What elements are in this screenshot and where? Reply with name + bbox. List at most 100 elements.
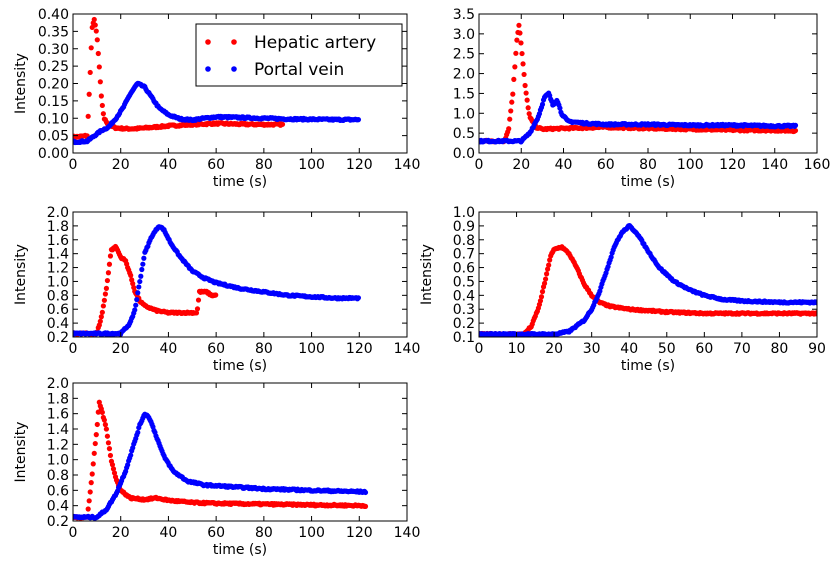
data-point: [85, 506, 91, 512]
y-tick-label: 1.4: [47, 247, 69, 263]
y-tick-label: 0.4: [47, 316, 69, 332]
legend-marker: [231, 66, 237, 72]
y-tick-label: 1.0: [47, 274, 69, 290]
y-tick-label: 1.6: [47, 233, 69, 249]
data-point: [508, 108, 514, 114]
data-point: [539, 289, 546, 295]
x-tick-label: 120: [346, 341, 373, 357]
data-point: [98, 93, 104, 99]
x-tick-label: 0: [69, 525, 78, 541]
x-axis-label: time (s): [621, 358, 675, 374]
data-point: [91, 450, 97, 456]
legend-marker: [205, 66, 211, 72]
x-tick-label: 40: [620, 341, 638, 357]
data-point: [86, 91, 92, 97]
data-point: [98, 314, 104, 320]
data-point: [92, 440, 98, 447]
data-point: [518, 40, 524, 46]
series-portal-vein: [73, 80, 362, 146]
data-point: [510, 91, 516, 97]
data-point: [509, 99, 515, 105]
y-tick-label: 0.5: [453, 274, 475, 290]
x-tick-label: 60: [207, 341, 225, 357]
x-tick-label: 100: [677, 157, 704, 173]
chart-panel-4: 0 10 20 30 40 50 60 70 80 90 0.10.20.30.40.50.60.7…: [419, 205, 826, 374]
y-tick-label: 1.0: [47, 453, 69, 469]
y-tick-label: 1.0: [453, 106, 475, 122]
data-point: [130, 281, 136, 287]
x-tick-label: 120: [346, 525, 373, 541]
y-tick-label: 0.6: [453, 261, 475, 277]
y-tick-label: 0.5: [453, 126, 475, 142]
series-hepatic-artery: [73, 399, 369, 521]
series-portal-vein: [479, 90, 799, 145]
y-tick-label: 0.25: [38, 59, 69, 75]
data-point: [135, 290, 141, 296]
data-point: [128, 452, 134, 458]
data-point: [193, 310, 200, 316]
x-tick-label: 60: [597, 157, 615, 173]
data-point: [139, 266, 145, 273]
data-point: [141, 255, 147, 261]
y-axis-label: Intensity: [13, 422, 29, 483]
data-point: [99, 102, 105, 109]
data-point: [520, 61, 526, 67]
y-tick-label: 2.0: [47, 205, 69, 221]
data-point: [138, 273, 144, 279]
data-point: [507, 116, 513, 122]
data-point: [103, 285, 109, 291]
y-tick-label: 0.15: [38, 94, 69, 110]
data-point: [102, 422, 108, 428]
data-point: [526, 111, 532, 117]
legend-entry-label: Portal vein: [254, 60, 344, 80]
x-tick-label: 120: [346, 157, 373, 173]
chart-panel-2: 0 20 40 60 80 100 120 140 160 0.0 0.5 1.0 1.5 2.0 2.5 3…: [453, 7, 831, 190]
y-tick-label: 0.30: [38, 42, 69, 58]
y-tick-label: 1.0: [453, 205, 475, 221]
data-point: [538, 294, 545, 300]
data-point: [541, 280, 548, 286]
legend-marker: [231, 39, 237, 45]
data-point: [140, 261, 146, 267]
x-tick-label: 90: [808, 341, 826, 357]
x-axis-label: time (s): [213, 174, 267, 190]
data-point: [99, 309, 105, 315]
data-point: [92, 22, 98, 28]
x-tick-label: 160: [804, 157, 831, 173]
x-tick-label: 60: [695, 341, 713, 357]
data-point: [88, 45, 94, 51]
data-point: [362, 503, 369, 509]
data-point: [362, 489, 369, 496]
data-point: [87, 489, 93, 495]
data-point: [539, 101, 546, 108]
data-point: [512, 64, 518, 70]
y-tick-label: 1.2: [47, 261, 69, 277]
data-point: [523, 90, 529, 96]
data-point: [792, 122, 799, 128]
y-axis-label: Intensity: [13, 244, 29, 305]
data-point: [94, 37, 100, 43]
y-tick-label: 2.5: [453, 47, 475, 63]
y-tick-label: 0.40: [38, 7, 69, 23]
data-point: [355, 295, 362, 301]
y-tick-label: 1.2: [47, 437, 69, 453]
data-point: [814, 310, 817, 316]
data-point: [537, 298, 544, 304]
x-tick-label: 0: [475, 157, 484, 173]
plot-frame: [72, 382, 408, 522]
data-points: [479, 223, 817, 337]
y-tick-label: 0.7: [453, 247, 475, 263]
data-points: [73, 16, 362, 146]
y-tick-label: 0.6: [47, 483, 69, 499]
y-tick-label: 0.8: [47, 468, 69, 484]
data-point: [134, 296, 140, 303]
x-tick-label: 80: [771, 341, 789, 357]
data-point: [94, 421, 100, 428]
data-point: [546, 262, 552, 268]
x-tick-label: 50: [658, 341, 676, 357]
data-point: [522, 82, 528, 89]
x-tick-label: 120: [719, 157, 746, 173]
legend-entry-label: Hepatic artery: [254, 33, 376, 53]
data-point: [107, 452, 114, 459]
y-tick-label: 3.5: [453, 7, 475, 23]
